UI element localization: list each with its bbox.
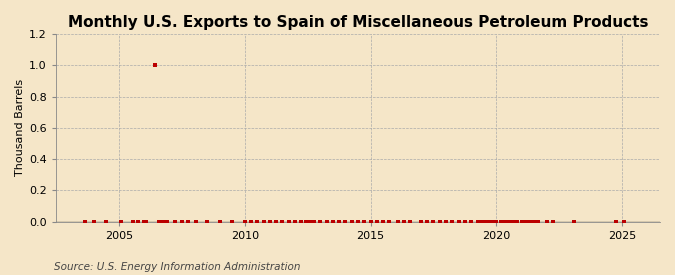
Y-axis label: Thousand Barrels: Thousand Barrels [15, 79, 25, 176]
Title: Monthly U.S. Exports to Spain of Miscellaneous Petroleum Products: Monthly U.S. Exports to Spain of Miscell… [68, 15, 648, 30]
Text: Source: U.S. Energy Information Administration: Source: U.S. Energy Information Administ… [54, 262, 300, 272]
